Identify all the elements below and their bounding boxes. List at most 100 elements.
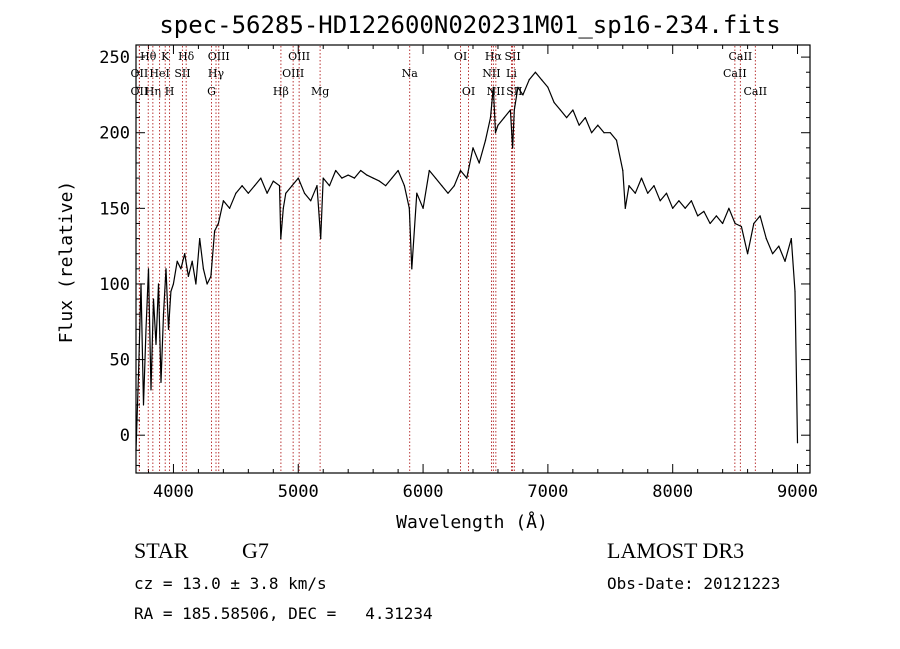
line-marker-label: NII <box>482 67 500 80</box>
line-marker-label: Hα <box>485 50 503 63</box>
spectrum-point <box>391 177 393 179</box>
spectrum-point <box>492 86 494 88</box>
y-tick-label: 0 <box>120 426 130 446</box>
spectrum-point <box>385 185 387 187</box>
line-marker-label: Mg <box>311 85 329 98</box>
spectrum-point <box>229 207 231 209</box>
spectrum-point <box>235 192 237 194</box>
spectrum-point <box>160 381 162 383</box>
spectrum-point <box>378 180 380 182</box>
spectrum-point <box>513 109 515 111</box>
spectrum-point <box>372 177 374 179</box>
spectrum-point <box>453 185 455 187</box>
spectrum-point <box>703 210 705 212</box>
spectrum-point <box>195 283 197 285</box>
spectrum-point <box>584 116 586 119</box>
spectrum-point <box>753 222 755 225</box>
chart-title: spec-56285-HD122600N020231M01_sp16-234.f… <box>159 11 780 39</box>
y-axis-label: Flux (relative) <box>56 181 77 344</box>
spectrum-point <box>647 192 649 194</box>
spectrum-point <box>541 79 543 81</box>
spectrum-point <box>559 109 561 111</box>
spectrum-point <box>310 200 312 202</box>
axes-group: 4000 5000 6000 7000 8000 9000 0 50 100 150 200 250 <box>99 45 818 502</box>
spectrum-point <box>672 207 674 209</box>
spectrum-point <box>297 177 299 179</box>
spectrum-point <box>697 215 699 217</box>
spectrum-point <box>152 298 155 300</box>
spectrum-point <box>690 200 693 202</box>
spectrum-point <box>628 185 630 187</box>
spectrum-point <box>494 132 497 134</box>
spectrum-point <box>466 177 468 179</box>
line-marker-label: Hθ <box>140 50 157 63</box>
spectrum-point <box>322 177 324 179</box>
spectrum-point <box>759 215 761 217</box>
spectrum-point <box>142 404 145 406</box>
spectrum-point <box>771 253 774 255</box>
spectrum-point <box>765 237 767 240</box>
spectrum-point <box>640 177 643 179</box>
spectrum-point <box>199 237 201 240</box>
line-marker-label: HeI <box>149 67 169 80</box>
spectrum-point <box>222 200 224 202</box>
spectrum-point <box>503 116 505 119</box>
spectrum-point <box>335 169 337 172</box>
line-marker-label: OIII <box>208 50 230 63</box>
spectrum-point <box>590 132 593 134</box>
spectrum-point <box>578 124 580 126</box>
spectrum-point <box>547 86 549 88</box>
spectrum-point <box>534 71 537 73</box>
spectrum-point <box>206 283 208 285</box>
spectrum-point <box>740 225 742 228</box>
spectrum-point <box>157 283 160 285</box>
line-marker-label: K <box>161 50 170 63</box>
line-marker-label: OI <box>454 50 467 63</box>
line-marker-label: CaII <box>723 67 747 80</box>
x-tick-label: 6000 <box>403 482 444 502</box>
spectrum-point <box>497 124 499 126</box>
spectrum-point <box>522 94 524 96</box>
spectrum-point <box>472 147 474 149</box>
spectrum-point <box>653 185 655 187</box>
spectrum-point <box>665 192 668 194</box>
spectrum-point <box>416 192 418 194</box>
spectrum-point <box>447 192 449 194</box>
spectrum-point <box>360 169 362 172</box>
x-tick-label: 8000 <box>652 482 693 502</box>
spectrum-point <box>678 200 680 202</box>
line-marker-label: Li <box>506 67 517 80</box>
spectrum-point <box>794 290 796 293</box>
spectrum-line <box>135 71 799 451</box>
object-subclass: G7 <box>242 538 269 563</box>
spectrum-point <box>320 237 322 240</box>
spectrum-point <box>167 328 170 330</box>
line-marker-label: Hδ <box>178 50 195 63</box>
spectrum-point <box>266 192 268 194</box>
spectrum-point <box>291 185 293 187</box>
spectrum-point <box>155 343 157 346</box>
spectrum-point <box>624 207 626 209</box>
spectrum-point <box>408 207 410 209</box>
line-marker-label: CaII <box>743 85 767 98</box>
spectrum-point <box>180 268 182 270</box>
y-tick-label: 100 <box>99 275 130 295</box>
spectrum-point <box>746 253 749 255</box>
spectrum-point <box>728 207 730 209</box>
spectrum-point <box>162 313 165 315</box>
y-tick-label: 50 <box>110 351 130 371</box>
spectrum-point <box>247 192 249 194</box>
spectrum-point <box>659 200 661 202</box>
spectrum-point <box>603 132 605 134</box>
line-marker-label: Hβ <box>273 85 289 98</box>
obs-date: Obs-Date: 20121223 <box>607 574 781 593</box>
y-tick-label: 150 <box>99 199 130 219</box>
spectrum-point <box>217 222 219 225</box>
spectrum-point <box>278 185 281 187</box>
spectrum-point <box>282 207 284 209</box>
spectrum-point <box>285 192 287 194</box>
line-marker-label: OIII <box>282 67 304 80</box>
ra-dec-readout: RA = 185.58506, DEC = 4.31234 <box>134 604 433 623</box>
